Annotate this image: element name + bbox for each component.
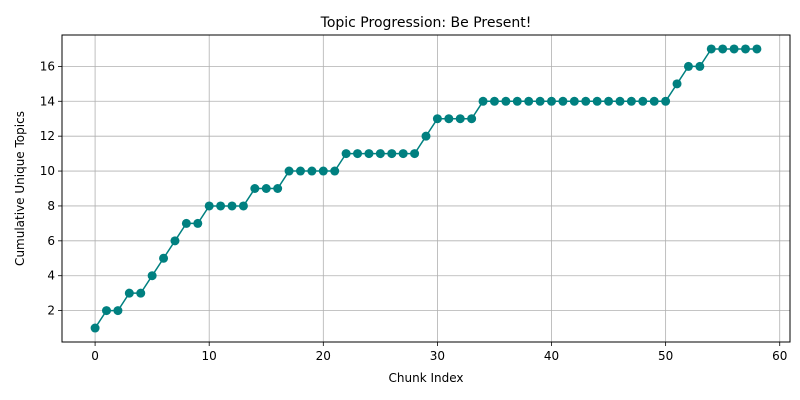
x-tick-label: 30 — [430, 349, 445, 363]
data-point — [604, 96, 614, 106]
data-point — [124, 288, 134, 298]
data-point — [273, 184, 283, 193]
data-point — [638, 96, 648, 106]
data-point — [706, 44, 716, 54]
data-point — [410, 149, 420, 159]
data-point — [102, 306, 112, 316]
x-tick-label: 60 — [772, 349, 787, 363]
data-point — [181, 218, 191, 228]
data-point — [467, 114, 477, 124]
plot-frame — [61, 34, 791, 343]
y-tick-label: 10 — [40, 164, 55, 178]
data-point — [90, 323, 100, 333]
x-tick-label: 10 — [202, 349, 217, 363]
y-tick-label: 8 — [47, 199, 55, 213]
data-point — [752, 44, 762, 54]
x-tick-label: 50 — [658, 349, 673, 363]
x-axis-label: Chunk Index — [389, 371, 464, 385]
data-point — [261, 184, 271, 193]
series-teal — [90, 44, 762, 333]
data-point — [216, 201, 226, 211]
data-point — [478, 96, 488, 106]
data-point — [398, 149, 408, 159]
data-point — [159, 253, 169, 263]
data-point — [524, 96, 534, 106]
data-point — [683, 61, 693, 71]
data-point — [489, 96, 499, 106]
data-point — [193, 218, 203, 228]
data-point — [341, 149, 351, 159]
grid — [62, 35, 790, 342]
data-point — [421, 131, 431, 141]
y-tick-label: 16 — [40, 59, 55, 73]
data-point — [569, 96, 579, 106]
data-point — [375, 149, 385, 159]
data-point — [147, 271, 157, 281]
data-point — [307, 166, 317, 176]
data-point — [136, 288, 146, 298]
data-point — [318, 166, 328, 176]
data-point — [547, 96, 557, 106]
y-tick-label: 6 — [47, 234, 55, 248]
data-point — [501, 96, 511, 106]
chart-title: Topic Progression: Be Present! — [320, 15, 532, 31]
data-point — [387, 149, 397, 159]
data-point — [535, 96, 545, 106]
x-tick-label: 40 — [544, 349, 559, 363]
data-point — [432, 114, 442, 124]
data-point — [170, 236, 180, 246]
data-point — [615, 96, 625, 106]
y-tick-label: 4 — [47, 269, 55, 283]
axis-ticks: 0 10 20 30 40 50 60 2 4 6 8 10 12 14 16 — [40, 59, 788, 363]
data-point — [353, 149, 363, 159]
y-tick-label: 2 — [47, 304, 55, 318]
data-point — [729, 44, 739, 54]
x-tick-label: 20 — [316, 349, 331, 363]
data-point — [718, 44, 728, 54]
data-point — [113, 306, 123, 316]
data-point — [592, 96, 602, 106]
data-point — [740, 44, 750, 54]
data-point — [284, 166, 294, 176]
data-point — [227, 201, 237, 211]
data-point — [626, 96, 636, 106]
x-tick-label: 0 — [91, 349, 99, 363]
data-point — [649, 96, 659, 106]
data-point — [444, 114, 454, 124]
data-point — [238, 201, 248, 211]
data-point — [295, 166, 305, 176]
data-point — [330, 166, 340, 176]
y-axis-label: Cumulative Unique Topics — [13, 111, 27, 266]
data-point — [204, 201, 214, 211]
data-point — [512, 96, 522, 106]
data-point — [672, 79, 682, 89]
data-point — [558, 96, 568, 106]
series-line — [94, 48, 757, 329]
data-point — [581, 96, 591, 106]
data-point — [250, 184, 260, 193]
data-point — [695, 61, 705, 71]
y-tick-label: 12 — [40, 129, 55, 143]
data-point — [455, 114, 465, 124]
data-point — [364, 149, 374, 159]
y-tick-label: 14 — [40, 94, 55, 108]
data-point — [661, 96, 671, 106]
